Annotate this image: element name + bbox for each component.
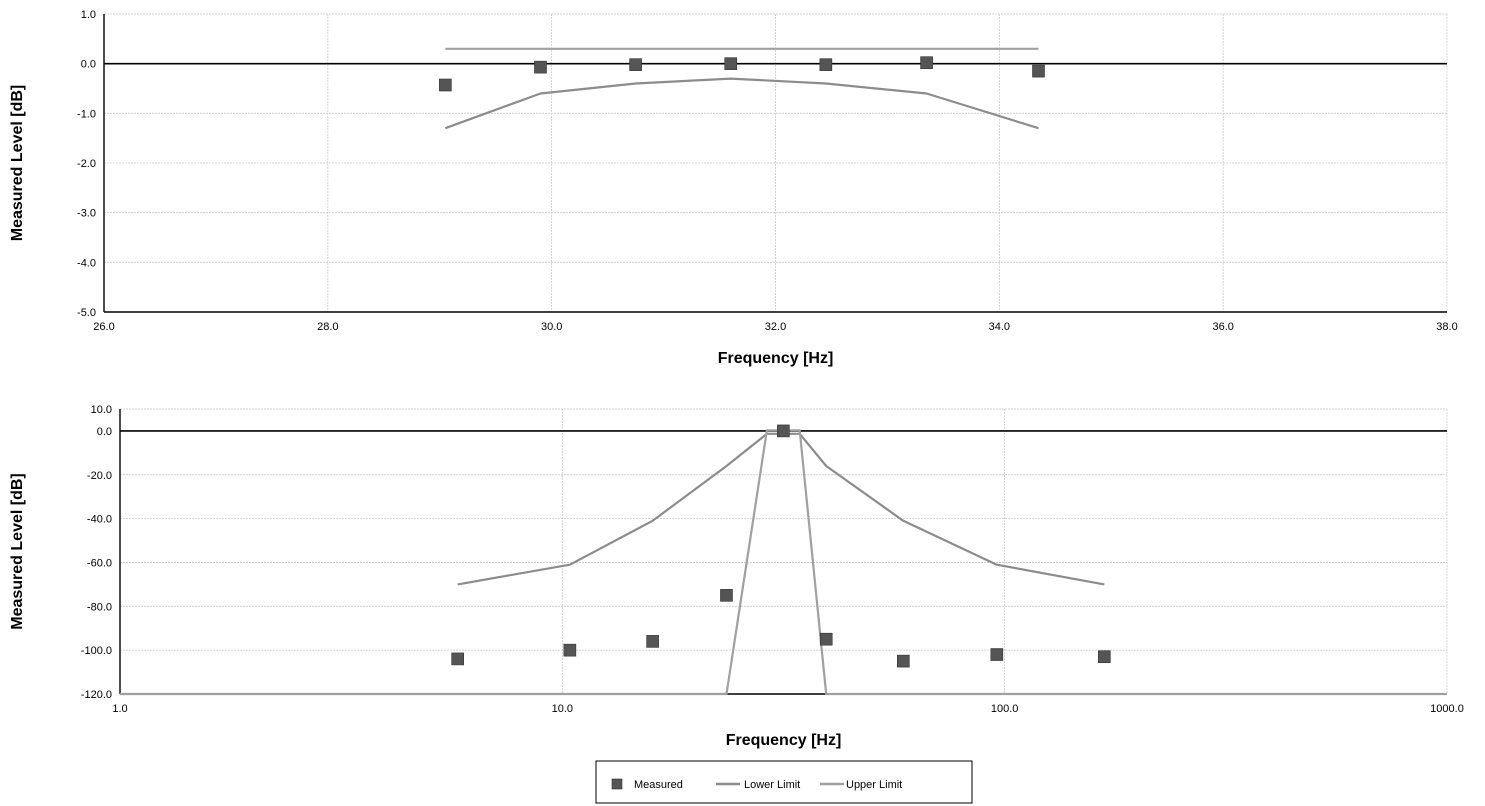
x-tick-label: 28.0 (317, 321, 338, 333)
y-axis-title: Measured Level [dB] (9, 85, 26, 241)
legend-label: Upper Limit (846, 779, 902, 791)
x-tick-label: 32.0 (765, 321, 786, 333)
x-tick-label: 34.0 (989, 321, 1010, 333)
measured-point (563, 643, 577, 657)
x-tick-label: 36.0 (1212, 321, 1233, 333)
measured-point (646, 635, 659, 648)
x-tick-label: 1000.0 (1430, 703, 1464, 715)
measured-point (990, 648, 1004, 661)
legend-box (595, 760, 973, 804)
y-tick-label: -20.0 (87, 470, 112, 482)
legend: Measured Lower Limit Upper Limit (595, 760, 973, 804)
y-tick-label: -5.0 (77, 307, 96, 319)
x-tick-label: 10.0 (552, 703, 573, 715)
measured-point (920, 56, 933, 69)
x-tick-label: 1.0 (112, 703, 127, 715)
x-tick-label: 26.0 (93, 321, 114, 333)
measured-point (777, 424, 790, 438)
x-axis-title: Frequency [Hz] (726, 732, 842, 749)
y-tick-label: 1.0 (81, 9, 96, 21)
y-tick-label: -120.0 (81, 689, 112, 701)
measured-point (724, 57, 738, 70)
y-tick-label: -4.0 (77, 257, 96, 269)
y-tick-label: -2.0 (77, 158, 96, 170)
measured-point (1098, 650, 1111, 664)
chart-bottom-log: 10.00.0-20.0-40.0-60.0-80.0-100.0-120.01… (9, 404, 1464, 749)
legend-label: Lower Limit (744, 779, 800, 791)
x-tick-label: 30.0 (541, 321, 562, 333)
measured-point (629, 58, 642, 71)
x-tick-label: 38.0 (1436, 321, 1457, 333)
y-axis-title: Measured Level [dB] (9, 473, 26, 629)
legend-marker-measured (611, 778, 623, 790)
y-tick-label: 0.0 (81, 59, 96, 71)
y-tick-label: -3.0 (77, 208, 96, 220)
measured-point (1032, 64, 1045, 78)
y-tick-label: -100.0 (81, 645, 112, 657)
legend-label: Measured (634, 779, 683, 791)
y-tick-label: -60.0 (87, 557, 112, 569)
measured-point (451, 652, 464, 666)
measured-point (897, 654, 910, 668)
series-line-lower-limit (444, 77, 1039, 130)
measured-point (819, 58, 833, 71)
measured-point (720, 589, 733, 602)
y-tick-label: -1.0 (77, 108, 96, 120)
y-tick-label: 0.0 (97, 426, 112, 438)
series-line-lower-limit (457, 432, 1105, 586)
y-tick-label: -40.0 (87, 514, 112, 526)
measured-point (819, 632, 833, 646)
y-tick-label: 10.0 (91, 404, 112, 416)
chart-top-linear: 1.0 0.0 -1.0 -2.0 -3.0 -4.0 -5.0 26.0 28.0 30.0 32… (9, 9, 1458, 367)
x-tick-label: 100.0 (991, 703, 1019, 715)
x-axis-title: Frequency [Hz] (718, 350, 834, 367)
measured-point (534, 60, 547, 74)
measured-point (439, 78, 452, 92)
y-tick-label: -80.0 (87, 601, 112, 613)
